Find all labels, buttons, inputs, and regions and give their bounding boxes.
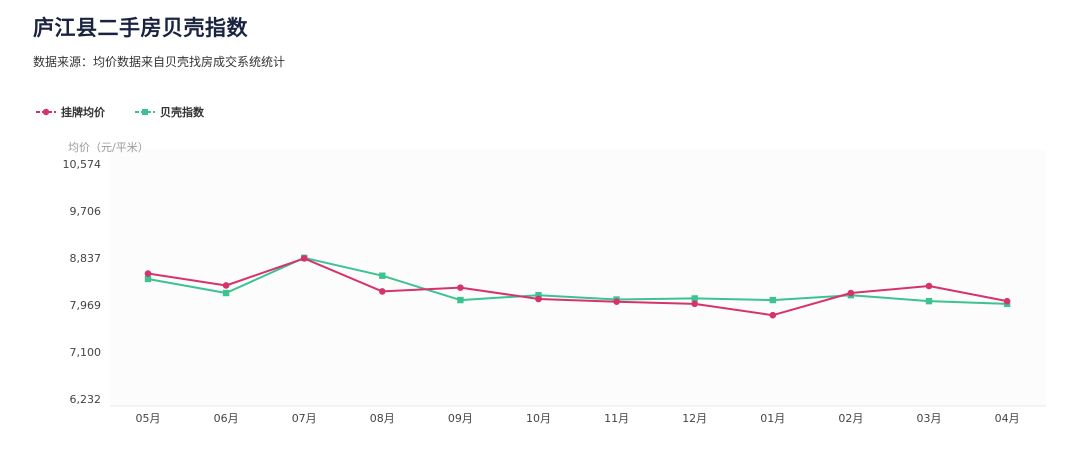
plot-area — [110, 150, 1046, 405]
data-point-0[interactable] — [222, 282, 230, 289]
x-tick-label: 06月 — [214, 412, 239, 425]
x-tick-label: 10月 — [526, 412, 551, 425]
data-point-0[interactable] — [379, 288, 386, 295]
data-point-0[interactable] — [457, 284, 464, 291]
y-tick-label: 10,574 — [63, 158, 102, 171]
y-tick-label: 6,232 — [70, 393, 102, 406]
data-point-0[interactable] — [925, 282, 933, 290]
y-tick-label: 7,969 — [70, 299, 102, 312]
legend-item-index[interactable]: 贝壳指数 — [135, 104, 204, 120]
x-tick-label: 07月 — [292, 412, 317, 425]
x-tick-label: 09月 — [448, 412, 473, 425]
data-point-0[interactable] — [144, 270, 152, 277]
legend-marker-listing-icon — [36, 108, 56, 116]
legend-marker-index-icon — [135, 109, 155, 115]
x-tick-label: 12月 — [682, 412, 707, 425]
data-point-0[interactable] — [691, 300, 698, 308]
data-point-0[interactable] — [1003, 297, 1011, 305]
data-point-0[interactable] — [769, 311, 777, 319]
data-point-1[interactable] — [379, 272, 386, 279]
y-axis-label: 均价（元/平米） — [68, 141, 149, 154]
data-point-0[interactable] — [613, 298, 620, 305]
legend-label-listing: 挂牌均价 — [61, 106, 105, 119]
data-point-1[interactable] — [691, 295, 698, 302]
x-tick-label: 03月 — [917, 412, 942, 425]
data-point-0[interactable] — [847, 289, 855, 297]
data-point-0[interactable] — [535, 295, 542, 303]
x-tick-label: 05月 — [136, 412, 161, 425]
data-point-1[interactable] — [535, 291, 542, 299]
data-point-1[interactable] — [222, 289, 230, 297]
x-tick-label: 04月 — [995, 412, 1020, 425]
data-point-0[interactable] — [300, 255, 308, 262]
y-tick-label: 9,706 — [70, 205, 102, 218]
data-point-1[interactable] — [769, 296, 776, 304]
y-tick-label: 8,837 — [70, 252, 102, 265]
x-tick-label: 11月 — [604, 412, 629, 425]
legend-item-listing[interactable]: 挂牌均价 — [36, 104, 105, 120]
data-point-1[interactable] — [457, 296, 464, 304]
chart-subtitle: 数据来源：均价数据来自贝壳找房成交系统统计 — [33, 55, 286, 69]
x-tick-label: 01月 — [760, 412, 785, 425]
data-point-1[interactable] — [925, 297, 933, 305]
series-line-0 — [147, 257, 1008, 317]
x-tick-label: 02月 — [838, 412, 863, 425]
x-tick-label: 08月 — [370, 412, 395, 425]
legend-label-index: 贝壳指数 — [160, 106, 204, 119]
data-point-1[interactable] — [144, 275, 152, 283]
y-tick-label: 7,100 — [70, 346, 102, 359]
chart-title: 庐江县二手房贝壳指数 — [33, 16, 248, 40]
